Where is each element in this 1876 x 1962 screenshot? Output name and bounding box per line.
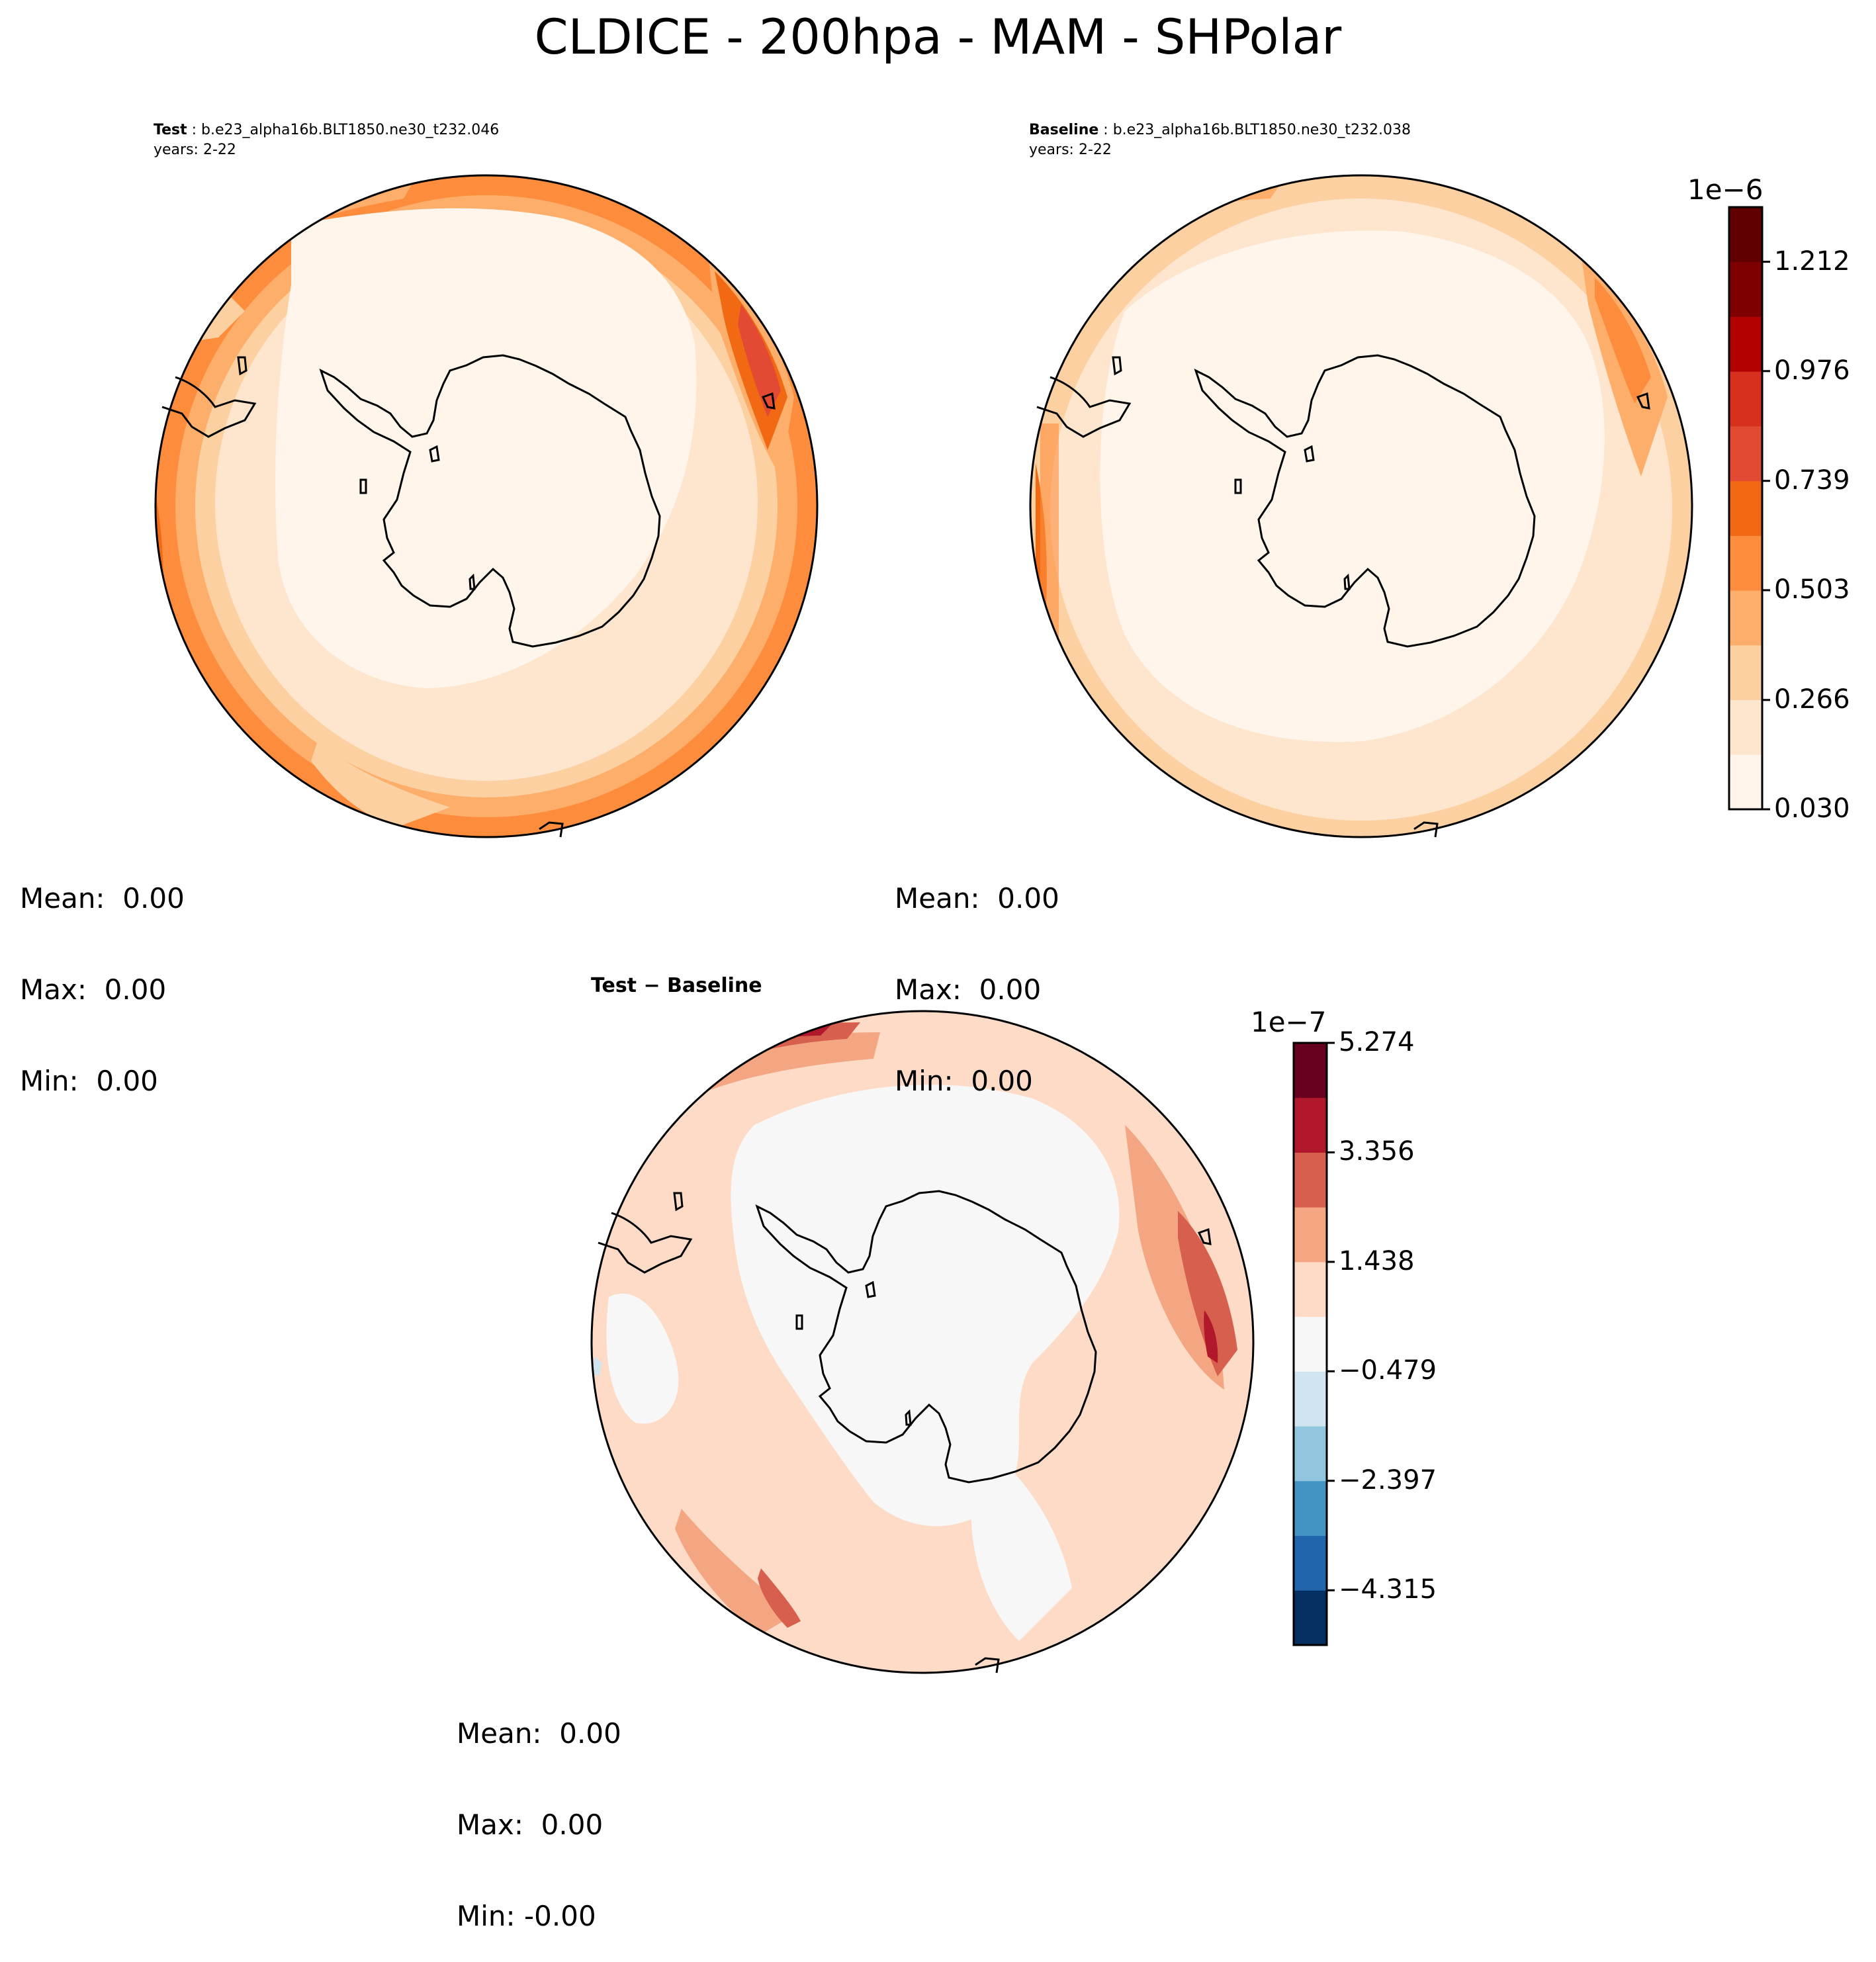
diff-stats: Mean: 0.00 Max: 0.00 Min: -0.00 bbox=[457, 1658, 621, 1962]
test-stats: Mean: 0.00 Max: 0.00 Min: 0.00 bbox=[20, 823, 185, 1127]
main-colorbar bbox=[1728, 206, 1770, 811]
colorbar-tick-label: −4.315 bbox=[1339, 1574, 1437, 1605]
colorbar-tick-label: −2.397 bbox=[1339, 1464, 1437, 1495]
colorbar-tick-label: 1.212 bbox=[1774, 245, 1850, 277]
colorbar-segment bbox=[1729, 535, 1762, 591]
test-case-name: b.e23_alpha16b.BLT1850.ne30_t232.046 bbox=[201, 122, 500, 138]
colorbar-segment bbox=[1294, 1207, 1327, 1263]
colorbar-tick-label: 0.976 bbox=[1774, 355, 1850, 386]
colorbar-segment bbox=[1729, 754, 1762, 810]
colorbar-segment bbox=[1729, 261, 1762, 317]
colorbar-segment bbox=[1294, 1152, 1327, 1208]
colorbar-tick-label: 0.030 bbox=[1774, 793, 1850, 824]
diff-colorbar-exponent: 1e−7 bbox=[1251, 1006, 1327, 1038]
diff-max: Max: 0.00 bbox=[457, 1808, 603, 1841]
colorbar-segment bbox=[1294, 1316, 1327, 1372]
colorbar-segment bbox=[1729, 699, 1762, 755]
colorbar-segment bbox=[1294, 1426, 1327, 1482]
colorbar-segment bbox=[1729, 316, 1762, 372]
colorbar-tick-label: 3.356 bbox=[1339, 1136, 1415, 1167]
colorbar-frame bbox=[1728, 206, 1764, 811]
colorbar-segment bbox=[1294, 1097, 1327, 1153]
test-mean: Mean: 0.00 bbox=[20, 882, 185, 914]
test-panel-header: Test : b.e23_alpha16b.BLT1850.ne30_t232.… bbox=[154, 122, 500, 158]
baseline-years: years: 2-22 bbox=[1029, 142, 1112, 158]
baseline-map bbox=[1029, 174, 1693, 838]
colorbar-segment bbox=[1294, 1480, 1327, 1537]
colorbar-segment bbox=[1294, 1371, 1327, 1427]
colorbar-tick-label: 0.739 bbox=[1774, 465, 1850, 496]
colorbar-segment bbox=[1294, 1535, 1327, 1591]
colorbar-segment bbox=[1729, 425, 1762, 482]
colorbar-segment bbox=[1294, 1261, 1327, 1317]
test-map bbox=[154, 174, 819, 838]
baseline-stats: Mean: 0.00 Max: 0.00 Min: 0.00 bbox=[895, 823, 1059, 1127]
diff-colorbar bbox=[1292, 1042, 1335, 1646]
test-years: years: 2-22 bbox=[154, 142, 236, 158]
diff-panel-title: Test − Baseline bbox=[591, 974, 762, 997]
test-max: Max: 0.00 bbox=[20, 973, 167, 1006]
baseline-min: Min: 0.00 bbox=[895, 1065, 1033, 1097]
colorbar-segment bbox=[1729, 371, 1762, 427]
colorbar-tick-label: −0.479 bbox=[1339, 1355, 1437, 1386]
colorbar-segment bbox=[1294, 1043, 1327, 1098]
colorbar-tick-label: 0.503 bbox=[1774, 574, 1850, 605]
colorbar-tick-label: 1.438 bbox=[1339, 1245, 1415, 1276]
baseline-label: Baseline bbox=[1029, 122, 1099, 138]
baseline-mean: Mean: 0.00 bbox=[895, 882, 1059, 914]
figure-title: CLDICE - 200hpa - MAM - SHPolar bbox=[534, 9, 1342, 66]
baseline-panel-header: Baseline : b.e23_alpha16b.BLT1850.ne30_t… bbox=[1029, 122, 1411, 158]
diff-min: Min: -0.00 bbox=[457, 1900, 596, 1932]
colorbar-frame bbox=[1292, 1042, 1328, 1646]
colorbar-tick-label: 0.266 bbox=[1774, 684, 1850, 715]
colorbar-segment bbox=[1729, 207, 1762, 263]
baseline-max: Max: 0.00 bbox=[895, 973, 1042, 1006]
figure-canvas bbox=[154, 174, 1770, 1674]
colorbar-segment bbox=[1729, 590, 1762, 646]
test-min: Min: 0.00 bbox=[20, 1065, 158, 1097]
colorbar-tick-label: 5.274 bbox=[1339, 1027, 1415, 1057]
main-colorbar-exponent: 1e−6 bbox=[1687, 173, 1764, 206]
colorbar-segment bbox=[1294, 1590, 1327, 1646]
baseline-case-name: b.e23_alpha16b.BLT1850.ne30_t232.038 bbox=[1112, 122, 1411, 138]
colorbar-segment bbox=[1729, 645, 1762, 701]
diff-map bbox=[590, 1010, 1255, 1674]
colorbar-segment bbox=[1729, 480, 1762, 536]
diff-mean: Mean: 0.00 bbox=[457, 1717, 621, 1750]
test-label: Test bbox=[154, 122, 187, 138]
